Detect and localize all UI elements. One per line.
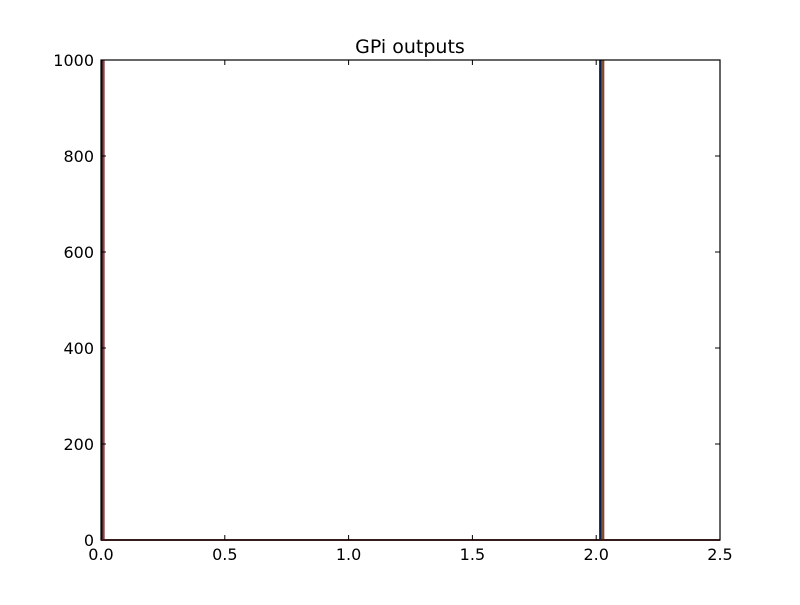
y-tick-label: 200 [63, 435, 94, 454]
y-tick-label: 800 [63, 147, 94, 166]
x-tick-label: 1.0 [336, 545, 361, 564]
x-tick-label: 1.5 [460, 545, 485, 564]
axes-frame [100, 59, 721, 541]
series-line-1 [101, 60, 720, 541]
series-line-4 [101, 60, 720, 541]
series-layer [101, 60, 720, 541]
series-line-3 [101, 60, 720, 541]
y-tick-label: 600 [63, 243, 94, 262]
chart-title: GPi outputs [355, 36, 465, 58]
x-tick-label: 0.5 [212, 545, 237, 564]
ticks-layer: 0.0 0.5 1.0 1.5 2.0 2.5 0 200 400 600 800 1000 [53, 51, 732, 564]
x-tick-label: 2.0 [583, 545, 608, 564]
y-tick-label: 1000 [53, 51, 94, 70]
x-tick-label: 0.0 [88, 545, 113, 564]
series-line-2 [101, 60, 720, 541]
x-tick-label: 2.5 [707, 545, 732, 564]
y-tick-label: 0 [84, 531, 94, 550]
y-tick-label: 400 [63, 339, 94, 358]
